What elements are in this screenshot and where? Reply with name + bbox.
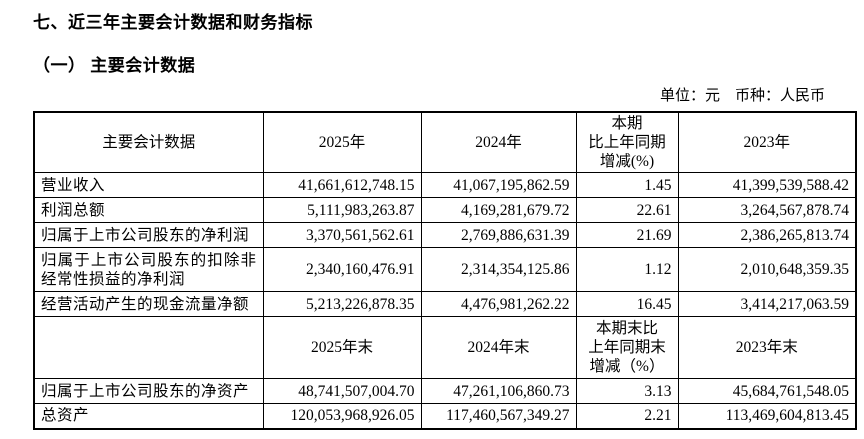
table-row-revenue: 营业收入 41,661,612,748.15 41,067,195,862.59… [33, 172, 857, 198]
section-title: 七、近三年主要会计数据和财务指标 [33, 13, 313, 32]
col-header-change-end: 本期末比 上年同期末 增减（%） [575, 316, 679, 379]
col-header-blank [33, 316, 264, 379]
table-header-row-period: 主要会计数据 2025年 2024年 本期 比上年同期 增减(%) 2023年 [33, 111, 857, 173]
col-header-change: 本期 比上年同期 增减(%) [575, 111, 679, 173]
row-label: 归属于上市公司股东的扣除非经常性损益的净利润 [33, 247, 264, 292]
value-2025: 3,370,561,562.61 [262, 222, 422, 248]
col-header-2025-end: 2025年末 [262, 316, 422, 379]
col-header-2024: 2024年 [420, 111, 577, 173]
table-row-total-assets: 总资产 120,053,968,926.05 117,460,567,349.2… [33, 403, 857, 429]
value-2024: 2,769,886,631.39 [420, 222, 577, 248]
col-header-indicator: 主要会计数据 [33, 111, 264, 173]
row-label: 归属于上市公司股东的净资产 [33, 378, 264, 404]
value-2023-end: 113,469,604,813.45 [677, 403, 857, 429]
table-row-net-assets: 归属于上市公司股东的净资产 48,741,507,004.70 47,261,1… [33, 378, 857, 404]
value-2023-end: 45,684,761,548.05 [677, 378, 857, 404]
col-header-2024-end: 2024年末 [420, 316, 577, 379]
row-label: 利润总额 [33, 197, 264, 223]
row-label: 经营活动产生的现金流量净额 [33, 291, 264, 317]
row-label: 归属于上市公司股东的净利润 [33, 222, 264, 248]
value-2025: 2,340,160,476.91 [262, 247, 422, 292]
value-2024: 4,476,981,262.22 [420, 291, 577, 317]
value-2024-end: 47,261,106,860.73 [420, 378, 577, 404]
col-header-2023: 2023年 [677, 111, 857, 173]
value-change: 2.21 [575, 403, 679, 429]
value-change: 22.61 [575, 197, 679, 223]
value-2024-end: 117,460,567,349.27 [420, 403, 577, 429]
col-header-2025: 2025年 [262, 111, 422, 173]
value-2025-end: 48,741,507,004.70 [262, 378, 422, 404]
table-row-net-profit-deducted: 归属于上市公司股东的扣除非经常性损益的净利润 2,340,160,476.91 … [33, 247, 857, 292]
col-header-2023-end: 2023年末 [677, 316, 857, 379]
value-change: 3.13 [575, 378, 679, 404]
value-change: 1.12 [575, 247, 679, 292]
subsection-title: （一） 主要会计数据 [33, 56, 196, 75]
unit-currency-note: 单位：元 币种：人民币 [659, 88, 825, 104]
value-change: 21.69 [575, 222, 679, 248]
value-2025: 41,661,612,748.15 [262, 172, 422, 198]
value-2024: 41,067,195,862.59 [420, 172, 577, 198]
row-label: 总资产 [33, 403, 264, 429]
value-2024: 4,169,281,679.72 [420, 197, 577, 223]
row-label: 营业收入 [33, 172, 264, 198]
value-2024: 2,314,354,125.86 [420, 247, 577, 292]
table-row-operating-cash-flow: 经营活动产生的现金流量净额 5,213,226,878.35 4,476,981… [33, 291, 857, 317]
table-row-total-profit: 利润总额 5,111,983,263.87 4,169,281,679.72 2… [33, 197, 857, 223]
value-2025-end: 120,053,968,926.05 [262, 403, 422, 429]
value-2023: 2,386,265,813.74 [677, 222, 857, 248]
accounting-data-table: 主要会计数据 2025年 2024年 本期 比上年同期 增减(%) 2023年 … [33, 111, 857, 430]
value-2023: 3,264,567,878.74 [677, 197, 857, 223]
value-2023: 3,414,217,063.59 [677, 291, 857, 317]
value-change: 1.45 [575, 172, 679, 198]
value-2023: 41,399,539,588.42 [677, 172, 857, 198]
value-2025: 5,111,983,263.87 [262, 197, 422, 223]
value-2023: 2,010,648,359.35 [677, 247, 857, 292]
value-change: 16.45 [575, 291, 679, 317]
table-header-row-period-end: 2025年末 2024年末 本期末比 上年同期末 增减（%） 2023年末 [33, 316, 857, 379]
table-row-net-profit: 归属于上市公司股东的净利润 3,370,561,562.61 2,769,886… [33, 222, 857, 248]
value-2025: 5,213,226,878.35 [262, 291, 422, 317]
